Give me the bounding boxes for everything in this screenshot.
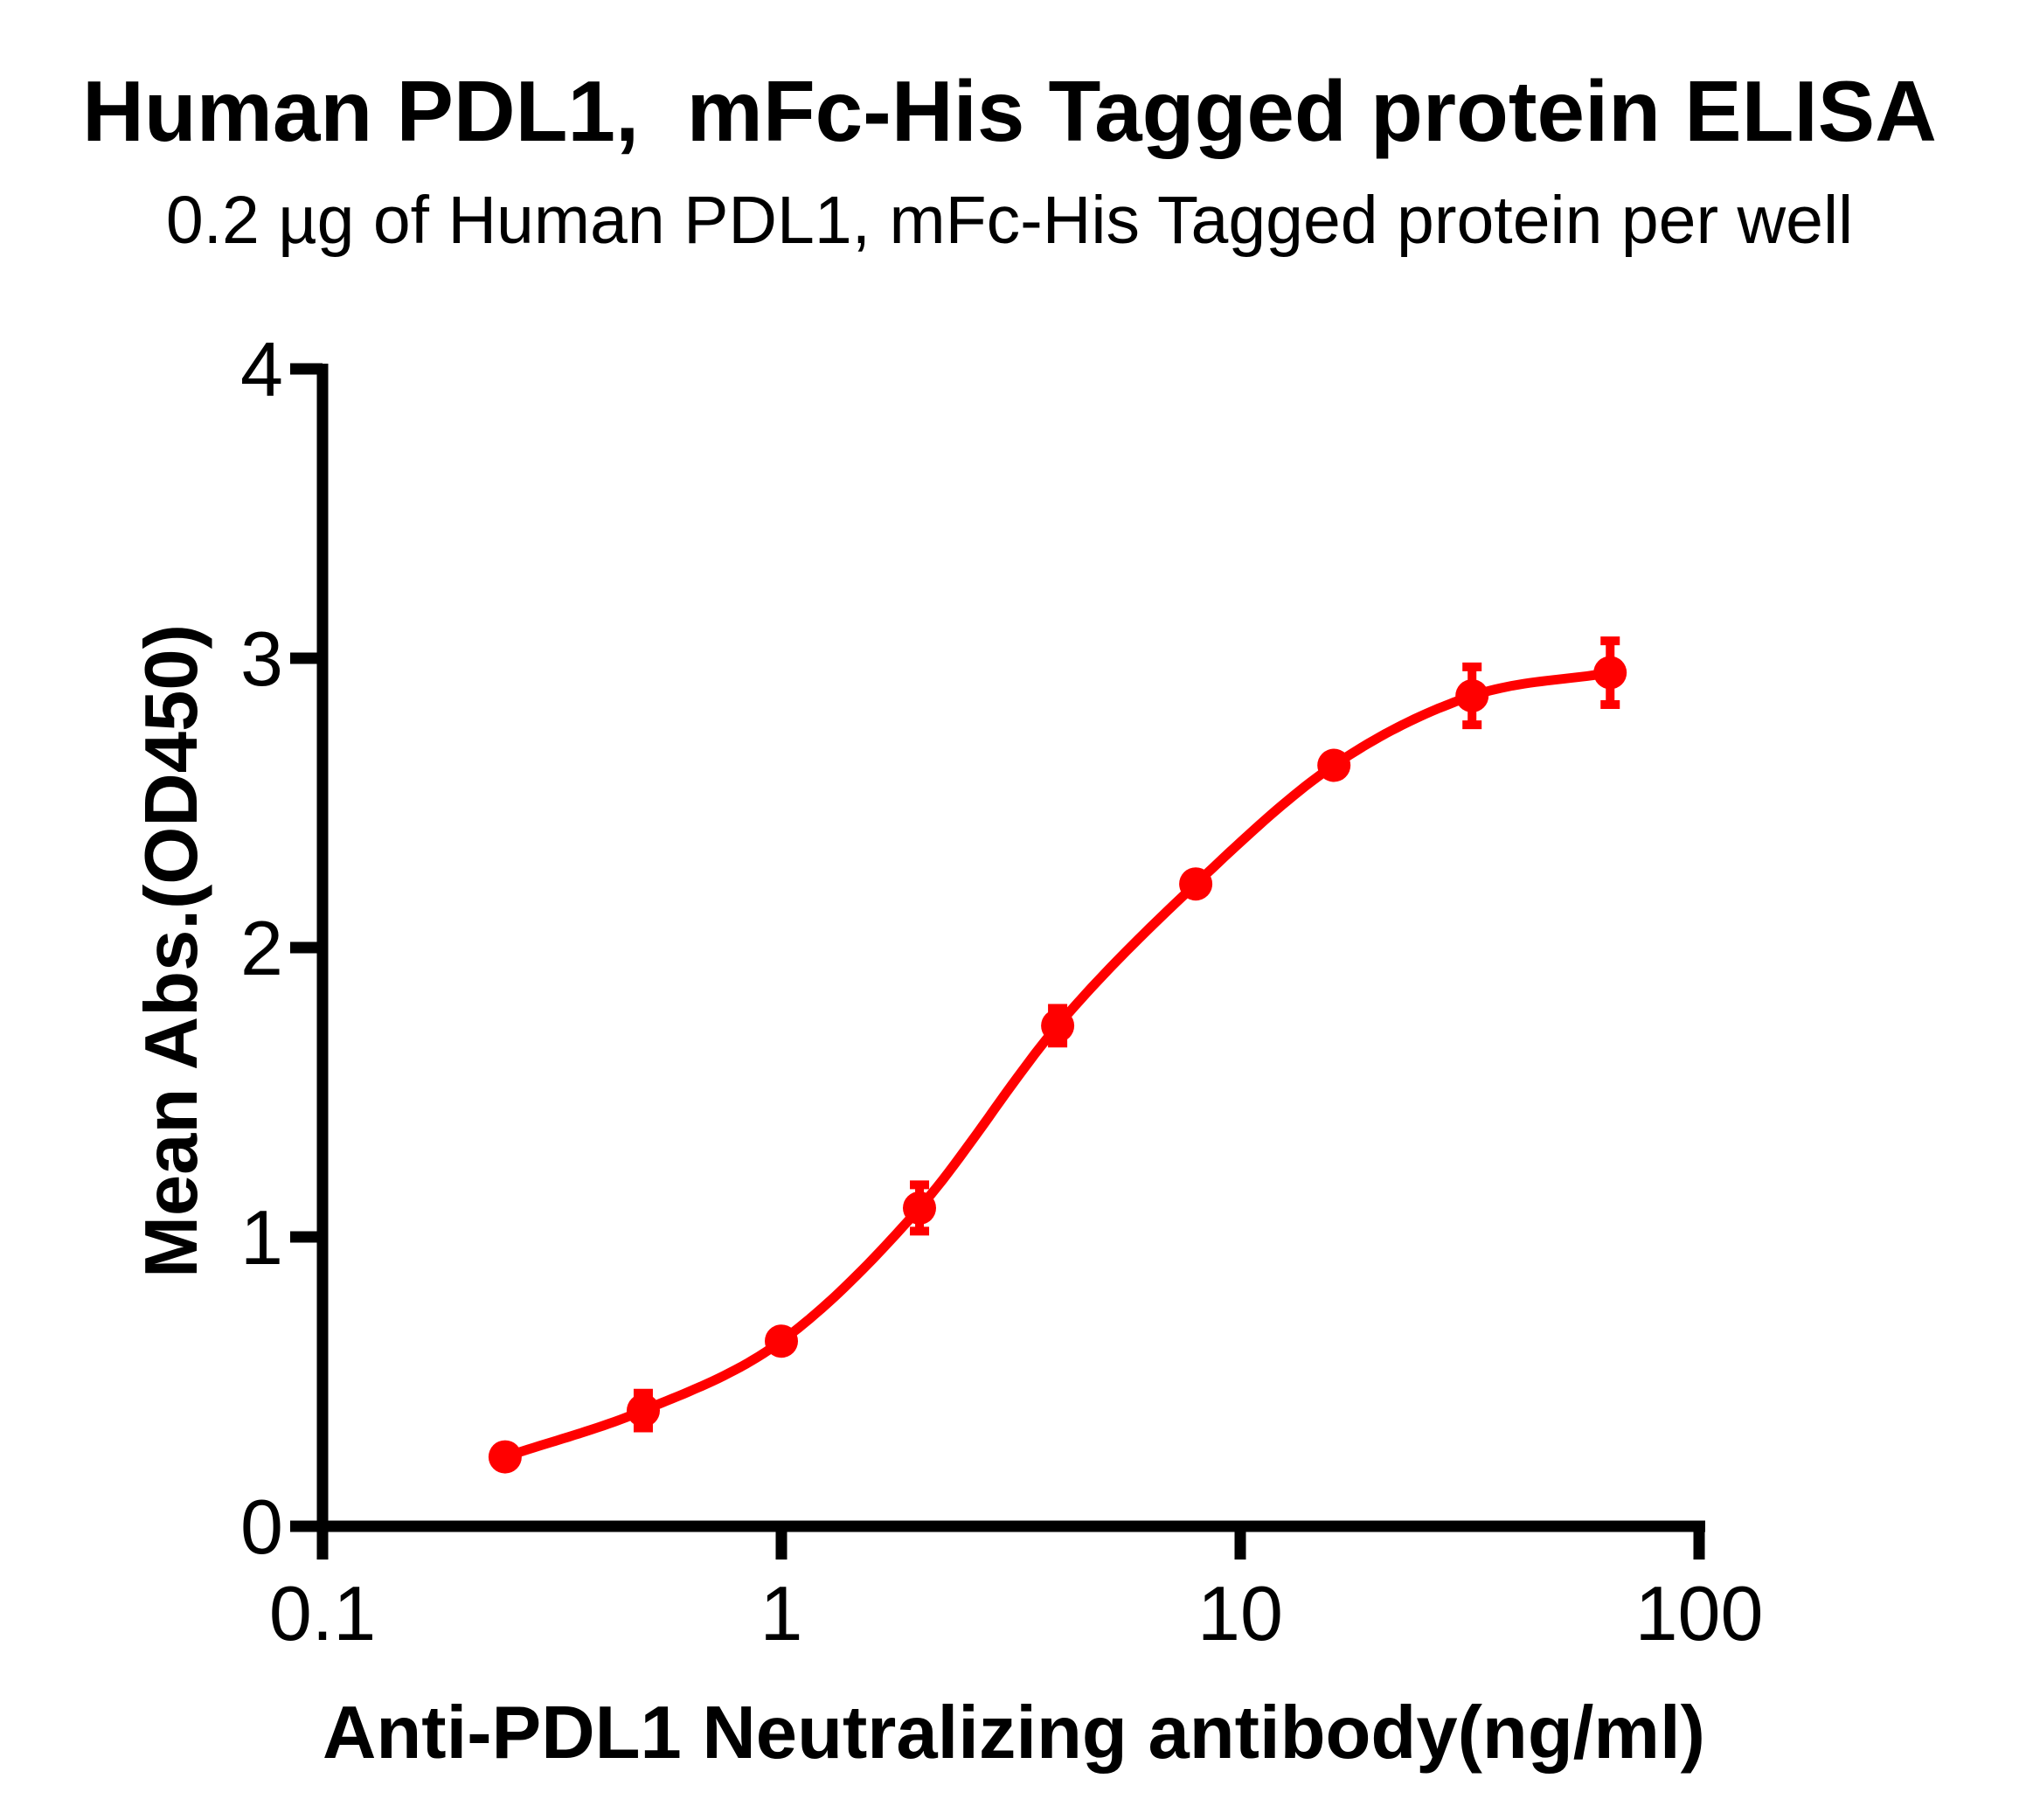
data-point [765,1324,798,1358]
x-tick-label: 0.1 [269,1570,376,1657]
y-tick-label: 0 [240,1483,283,1570]
data-point [1455,679,1489,712]
x-tick-label: 10 [1197,1570,1283,1657]
data-point [1317,748,1351,782]
x-axis-label: Anti-PDL1 Neutralizing antibody(ng/ml) [323,1691,1705,1775]
y-tick-label: 1 [240,1194,283,1281]
y-tick-label: 4 [240,326,283,413]
data-point [488,1440,522,1474]
y-tick-label: 3 [240,615,283,702]
fit-curve [500,668,1615,1462]
data-point [1179,867,1213,901]
data-point [1041,1009,1075,1043]
chart-title: Human PDL1, mFc-His Tagged protein ELISA [82,63,1937,159]
data-point [903,1191,936,1225]
chart-subtitle: 0.2 µg of Human PDL1, mFc-His Tagged pro… [165,183,1854,258]
data-point [1593,656,1627,690]
data-point [627,1393,660,1428]
x-tick-label: 1 [760,1570,803,1657]
y-tick-label: 2 [240,905,283,991]
x-tick-label: 100 [1635,1570,1764,1657]
